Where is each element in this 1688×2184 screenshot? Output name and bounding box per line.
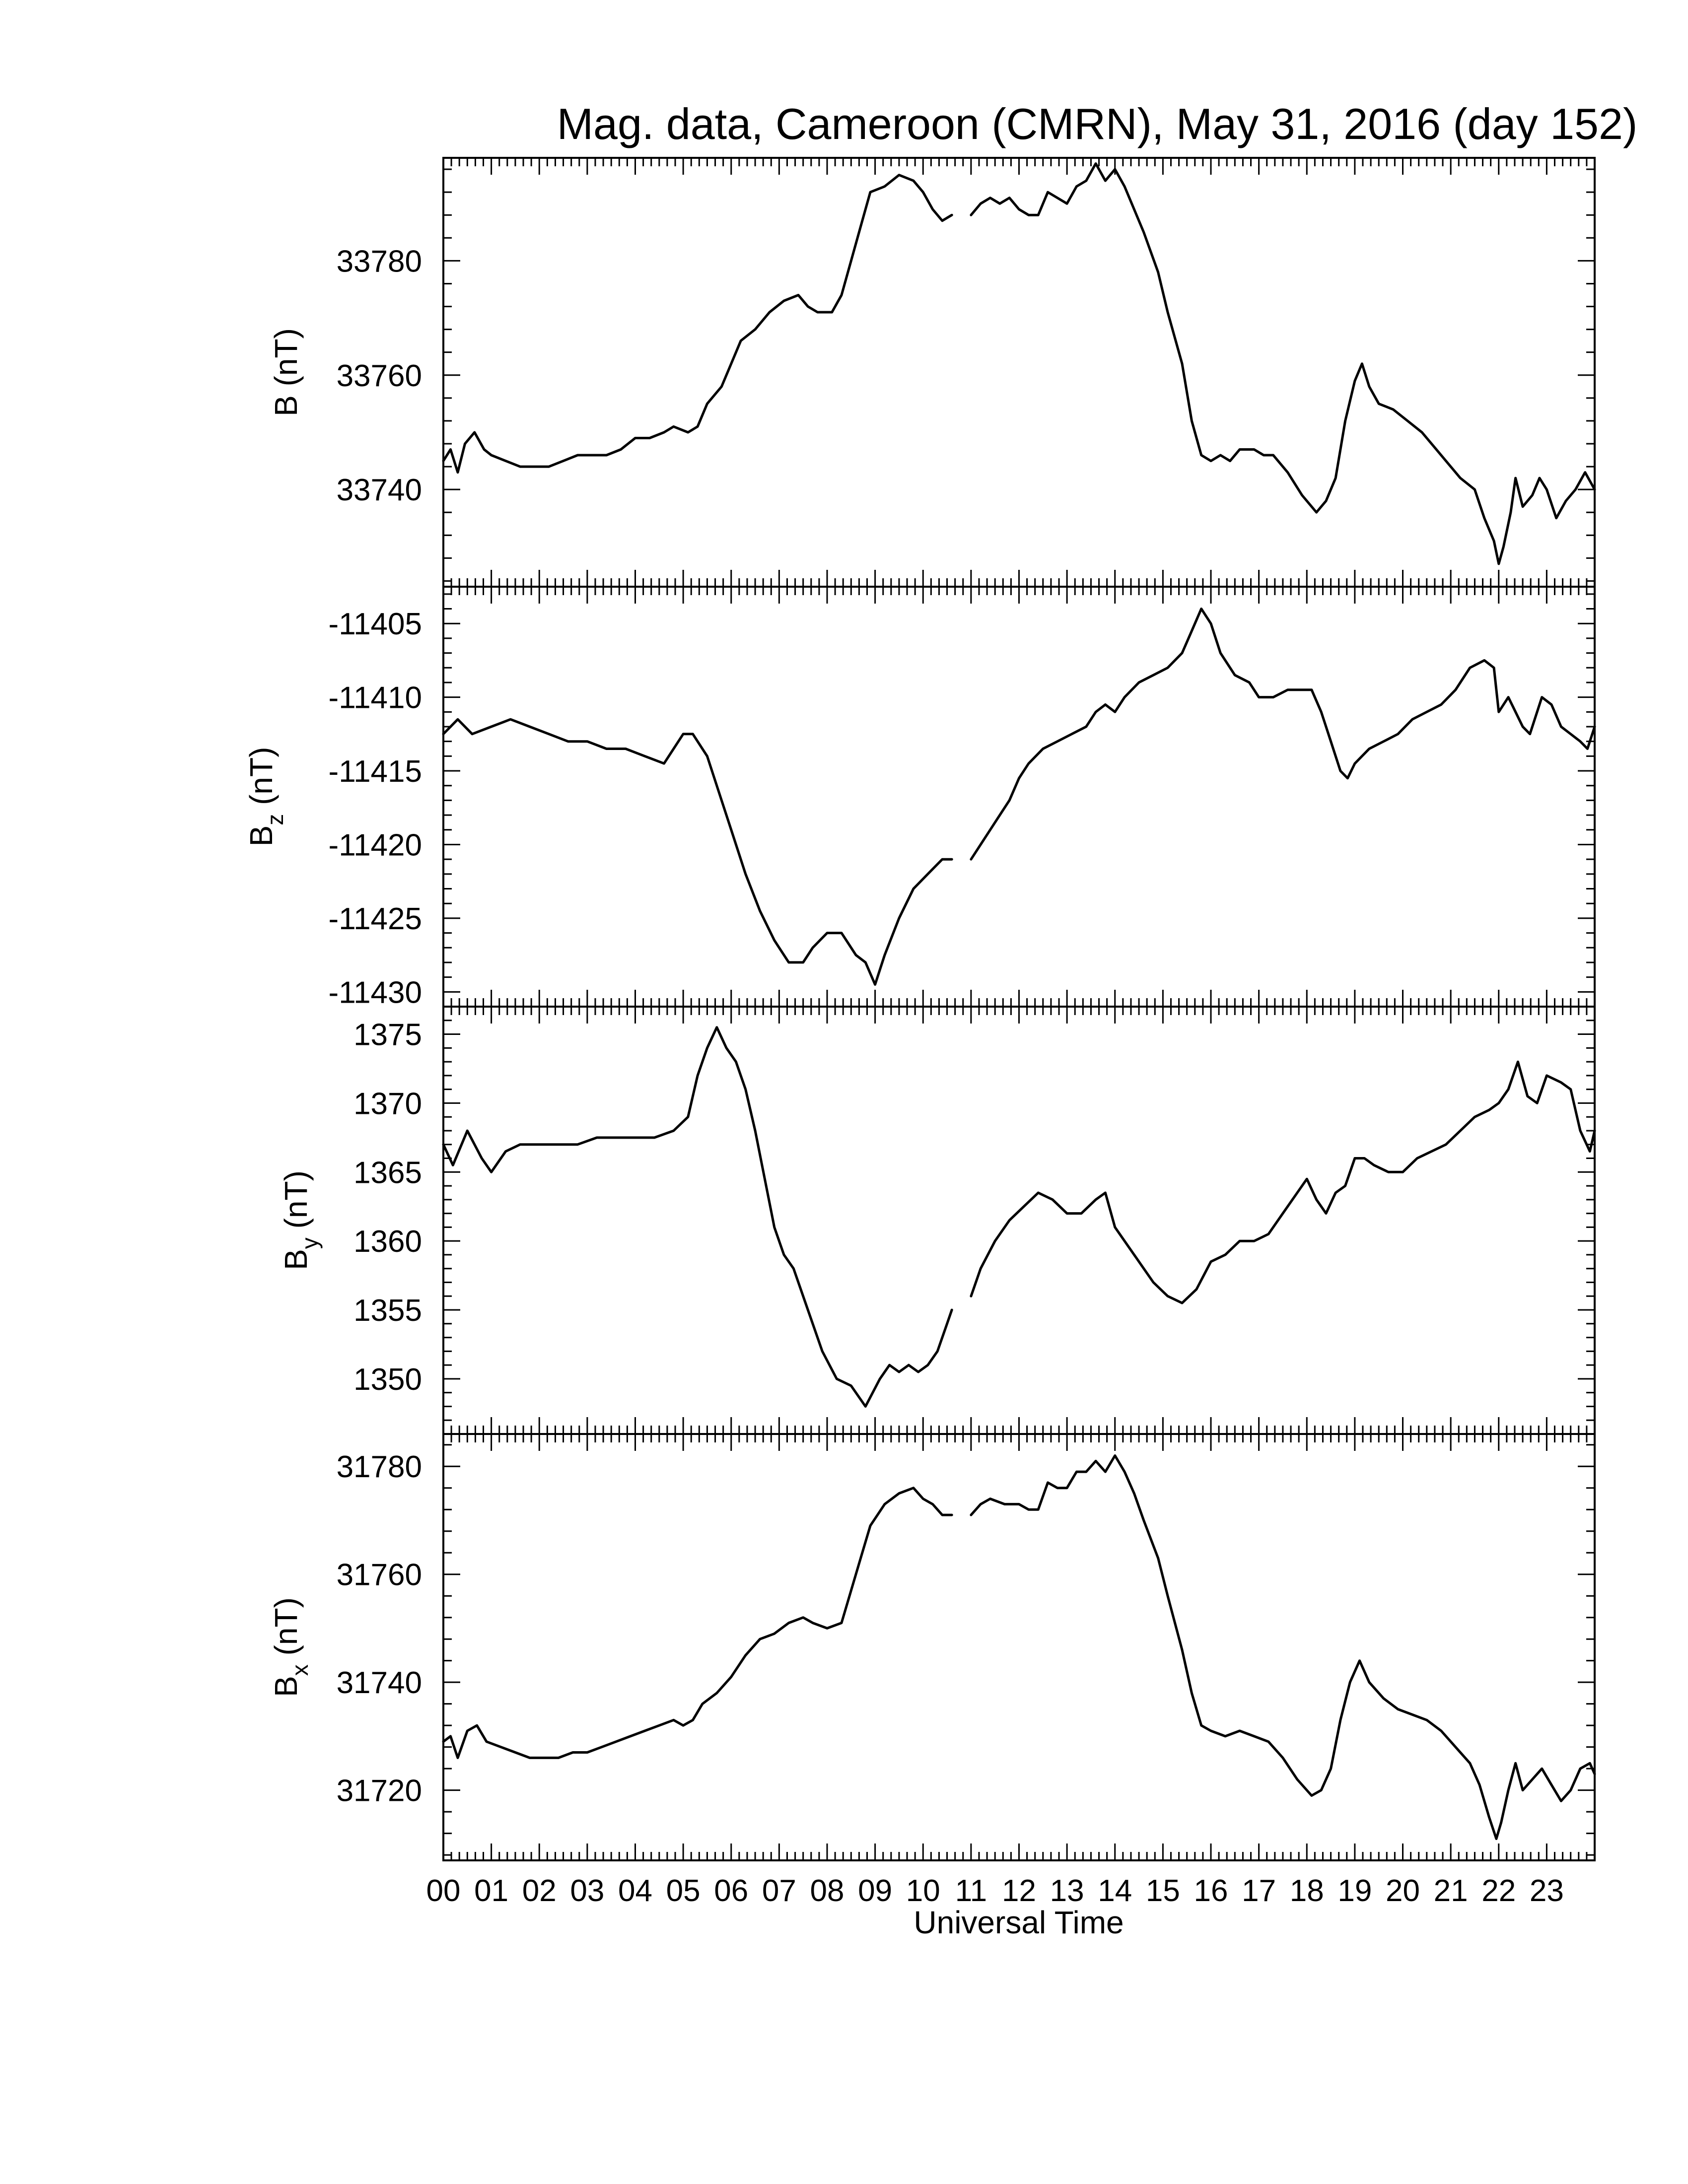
series-line-B (442, 174, 953, 474)
y-tick-label: -11405 (329, 607, 422, 641)
y-tick-label: -11425 (329, 902, 422, 936)
panel-Bx: 31720 31740 31760 31780 Bx (nT) (268, 1433, 1596, 1861)
y-tick-label: 1355 (353, 1294, 422, 1328)
y-axis-label: By (nT) (278, 1170, 323, 1270)
y-tick-label: 1375 (353, 1018, 422, 1052)
series-line-By (970, 1060, 1596, 1304)
x-tick-label: 02 (522, 1874, 557, 1908)
y-tick-label: 31720 (337, 1774, 422, 1808)
x-axis: 00 01 02 03 04 05 06 07 08 09 10 11 12 13 14 15 16 17 18 19… (426, 1874, 1564, 1908)
x-tick-label: 23 (1530, 1874, 1564, 1908)
y-axis-label: Bz (nT) (243, 747, 288, 847)
x-tick-label: 03 (570, 1874, 604, 1908)
x-tick-label: 16 (1194, 1874, 1228, 1908)
x-tick-label: 05 (666, 1874, 701, 1908)
y-tick-label: -11410 (329, 681, 422, 715)
x-tick-label: 22 (1481, 1874, 1516, 1908)
y-tick-label: 1350 (353, 1363, 422, 1397)
chart-title: Mag. data, Cameroon (CMRN), May 31, 2016… (557, 99, 1638, 148)
y-tick-label: 33760 (337, 359, 422, 393)
y-tick-label: 33780 (337, 244, 422, 278)
x-tick-label: 18 (1290, 1874, 1324, 1908)
x-tick-label: 15 (1146, 1874, 1180, 1908)
series-line-B (970, 162, 1596, 565)
y-axis-label: B (nT) (268, 328, 304, 416)
series-line-Bx (442, 1487, 953, 1759)
panel-Bz: -11430 -11425 -11420 -11415 -11410 -11405 Bz (… (243, 586, 1596, 1010)
y-tick-label: -11430 (329, 975, 422, 1010)
x-axis-label: Universal Time (914, 1905, 1124, 1940)
panel-By: 1350 1355 1360 1365 1370 1375 By (nT) (278, 1006, 1596, 1435)
y-tick-label: 31780 (337, 1450, 422, 1484)
x-tick-label: 09 (858, 1874, 892, 1908)
y-tick-label: 1360 (353, 1225, 422, 1259)
x-tick-label: 06 (714, 1874, 748, 1908)
x-tick-label: 01 (474, 1874, 508, 1908)
y-tick-label: 31740 (337, 1666, 422, 1700)
series-line-Bz (442, 718, 953, 986)
x-tick-label: 13 (1050, 1874, 1084, 1908)
x-tick-label: 17 (1242, 1874, 1276, 1908)
panel-B: 33740 33760 33780 B (nT) (268, 157, 1596, 588)
x-tick-label: 21 (1434, 1874, 1468, 1908)
y-tick-label: 31760 (337, 1558, 422, 1592)
y-tick-label: 1370 (353, 1087, 422, 1121)
y-axis-label: Bx (nT) (268, 1597, 313, 1697)
x-tick-label: 11 (955, 1874, 987, 1908)
series-line-Bx (970, 1454, 1596, 1840)
y-tick-label: 1365 (353, 1156, 422, 1190)
x-tick-label: 08 (810, 1874, 844, 1908)
y-tick-label: -11415 (329, 754, 422, 789)
x-tick-label: 20 (1386, 1874, 1420, 1908)
x-tick-label: 07 (762, 1874, 796, 1908)
series-line-Bz (970, 608, 1596, 861)
x-tick-label: 12 (1002, 1874, 1036, 1908)
series-line-By (442, 1026, 953, 1408)
y-tick-label: -11420 (329, 828, 422, 862)
x-tick-label: 00 (426, 1874, 461, 1908)
x-tick-label: 14 (1098, 1874, 1132, 1908)
x-tick-label: 04 (618, 1874, 652, 1908)
x-tick-label: 19 (1337, 1874, 1372, 1908)
x-tick-label: 10 (906, 1874, 940, 1908)
y-tick-label: 33740 (337, 473, 422, 507)
